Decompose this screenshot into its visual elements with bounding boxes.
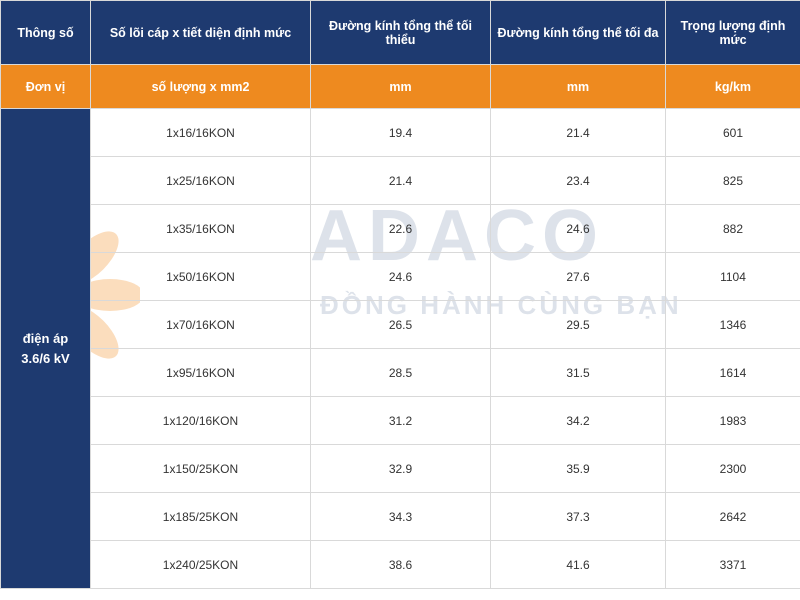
- table-units-row: Đơn vị số lượng x mm2 mm mm kg/km: [1, 65, 800, 109]
- cell-dmax: 27.6: [491, 253, 666, 301]
- cell-dmin: 21.4: [311, 157, 491, 205]
- table-row: 1x185/25KON34.337.32642: [1, 493, 800, 541]
- cell-dmin: 24.6: [311, 253, 491, 301]
- cell-dmin: 19.4: [311, 109, 491, 157]
- cell-dmin: 38.6: [311, 541, 491, 589]
- cell-weight: 3371: [666, 541, 800, 589]
- cell-dmax: 37.3: [491, 493, 666, 541]
- cell-dmax: 34.2: [491, 397, 666, 445]
- cell-spec: 1x120/16KON: [91, 397, 311, 445]
- cable-spec-table: Thông số Số lõi cáp x tiết diện định mức…: [0, 0, 800, 589]
- table-row: điện áp3.6/6 kV1x16/16KON19.421.4601: [1, 109, 800, 157]
- col-unit-cores: số lượng x mm2: [91, 65, 311, 109]
- table-row: 1x240/25KON38.641.63371: [1, 541, 800, 589]
- col-header-dmin: Đường kính tổng thể tối thiểu: [311, 1, 491, 65]
- table-row: 1x50/16KON24.627.61104: [1, 253, 800, 301]
- table-row: 1x150/25KON32.935.92300: [1, 445, 800, 493]
- cell-spec: 1x70/16KON: [91, 301, 311, 349]
- col-unit-dmax: mm: [491, 65, 666, 109]
- table-row: 1x35/16KON22.624.6882: [1, 205, 800, 253]
- table-header-row: Thông số Số lõi cáp x tiết diện định mức…: [1, 1, 800, 65]
- table-row: 1x25/16KON21.423.4825: [1, 157, 800, 205]
- cell-dmin: 22.6: [311, 205, 491, 253]
- cell-spec: 1x185/25KON: [91, 493, 311, 541]
- col-header-param: Thông số: [1, 1, 91, 65]
- table-row: 1x120/16KON31.234.21983: [1, 397, 800, 445]
- cell-spec: 1x16/16KON: [91, 109, 311, 157]
- cell-dmin: 28.5: [311, 349, 491, 397]
- cell-dmin: 32.9: [311, 445, 491, 493]
- cell-dmin: 31.2: [311, 397, 491, 445]
- cell-spec: 1x95/16KON: [91, 349, 311, 397]
- cell-weight: 2300: [666, 445, 800, 493]
- cell-dmax: 21.4: [491, 109, 666, 157]
- table-body: điện áp3.6/6 kV1x16/16KON19.421.46011x25…: [1, 109, 800, 589]
- cell-weight: 2642: [666, 493, 800, 541]
- col-header-dmax: Đường kính tổng thể tối đa: [491, 1, 666, 65]
- table-row: 1x95/16KON28.531.51614: [1, 349, 800, 397]
- cell-dmin: 34.3: [311, 493, 491, 541]
- cell-spec: 1x35/16KON: [91, 205, 311, 253]
- cell-weight: 825: [666, 157, 800, 205]
- cell-weight: 1104: [666, 253, 800, 301]
- cell-dmax: 29.5: [491, 301, 666, 349]
- table-row: 1x70/16KON26.529.51346: [1, 301, 800, 349]
- cell-weight: 882: [666, 205, 800, 253]
- cell-spec: 1x240/25KON: [91, 541, 311, 589]
- cell-dmax: 24.6: [491, 205, 666, 253]
- cell-spec: 1x150/25KON: [91, 445, 311, 493]
- cell-weight: 1983: [666, 397, 800, 445]
- col-unit-dmin: mm: [311, 65, 491, 109]
- cell-spec: 1x25/16KON: [91, 157, 311, 205]
- cell-weight: 601: [666, 109, 800, 157]
- cell-dmin: 26.5: [311, 301, 491, 349]
- col-header-cores: Số lõi cáp x tiết diện định mức: [91, 1, 311, 65]
- voltage-cell: điện áp3.6/6 kV: [1, 109, 91, 589]
- col-unit-param: Đơn vị: [1, 65, 91, 109]
- cell-dmax: 35.9: [491, 445, 666, 493]
- cell-spec: 1x50/16KON: [91, 253, 311, 301]
- cell-weight: 1346: [666, 301, 800, 349]
- cell-weight: 1614: [666, 349, 800, 397]
- col-unit-weight: kg/km: [666, 65, 800, 109]
- cell-dmax: 23.4: [491, 157, 666, 205]
- cell-dmax: 31.5: [491, 349, 666, 397]
- cell-dmax: 41.6: [491, 541, 666, 589]
- col-header-weight: Trọng lượng định mức: [666, 1, 800, 65]
